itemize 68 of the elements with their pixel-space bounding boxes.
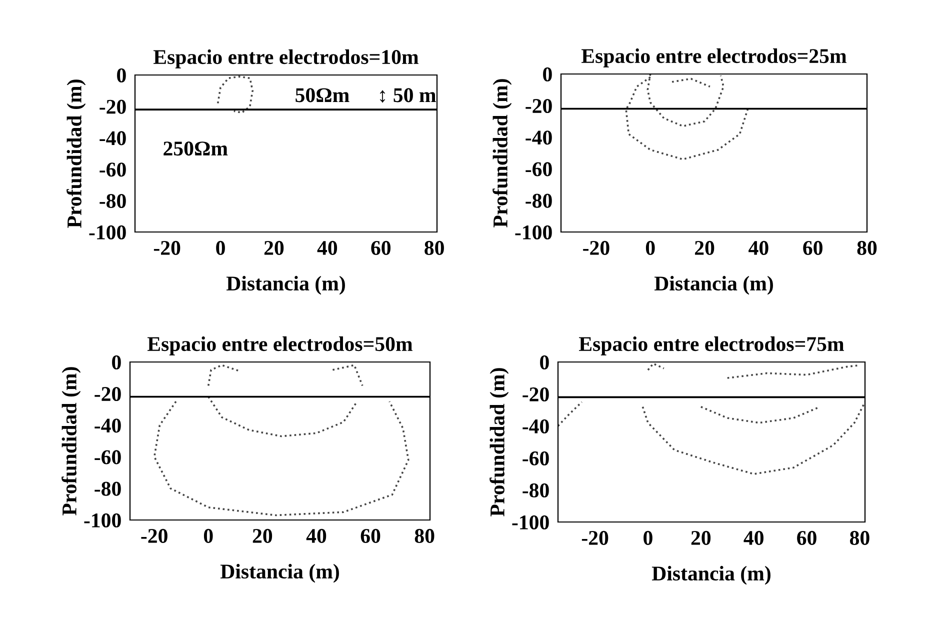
y-tick-label: -100 <box>84 513 121 528</box>
y-axis-title: Profundidad (m) <box>492 79 512 228</box>
x-axis-title: Distancia (m) <box>220 564 339 583</box>
x-tick-label: 0 <box>644 530 652 545</box>
y-tick-label: -40 <box>94 418 121 433</box>
x-tick-label: 40 <box>317 240 338 255</box>
x-tick-label: 20 <box>264 240 284 255</box>
x-tick-label: -20 <box>583 240 610 255</box>
y-axis-title: Profundidad (m) <box>62 367 81 516</box>
x-tick-label: -20 <box>141 528 168 543</box>
y-tick-label: -40 <box>522 419 549 434</box>
y-axis-title: Profundidad (m) <box>66 80 86 228</box>
x-tick-label: 0 <box>204 528 213 543</box>
x-axis-title: Distancia (m) <box>226 276 345 295</box>
y-tick-label: -80 <box>522 483 549 498</box>
y-tick-label: -100 <box>512 515 549 530</box>
y-tick-label: -60 <box>94 450 121 464</box>
x-tick-label: 80 <box>850 530 870 545</box>
annotation: 250Ωm <box>164 142 228 156</box>
y-tick-label: -80 <box>100 194 126 208</box>
y-tick-label: -40 <box>100 131 126 146</box>
x-tick-label: 80 <box>414 528 434 543</box>
x-tick-label: 20 <box>691 530 711 545</box>
line-series <box>216 76 254 114</box>
x-tick-label: 60 <box>803 240 822 255</box>
y-tick-label: -100 <box>89 225 126 240</box>
y-tick-label: 0 <box>117 68 126 82</box>
line-series <box>625 76 749 160</box>
y-tick-label: -20 <box>94 386 121 402</box>
x-tick-label: 0 <box>646 240 655 255</box>
chart-title: Espacio entre electrodos=25m <box>581 48 846 68</box>
x-tick-label: 60 <box>360 528 380 543</box>
y-tick-label: -80 <box>94 482 121 496</box>
annotation: 50Ωm <box>296 88 350 102</box>
x-tick-label: 0 <box>216 240 225 255</box>
chart-title: Espacio entre electrodos=10m <box>153 49 418 68</box>
x-axis-title: Distancia (m) <box>652 566 770 585</box>
x-tick-label: 60 <box>797 530 816 545</box>
y-tick-label: -80 <box>526 194 552 208</box>
y-tick-label: -20 <box>526 98 552 114</box>
line-series <box>207 396 358 438</box>
x-tick-label: -20 <box>582 530 608 545</box>
x-axis-title: Distancia (m) <box>654 276 773 295</box>
chart-title: Espacio entre electrodos=75m <box>578 336 844 356</box>
x-tick-label: 60 <box>371 240 390 255</box>
x-tick-label: 40 <box>306 528 326 543</box>
annotation: ↕ 50 m <box>380 88 436 103</box>
x-tick-label: 80 <box>424 240 444 255</box>
y-axis-title: Profundidad (m) <box>490 368 509 516</box>
line-series <box>153 400 410 516</box>
x-tick-label: 40 <box>744 530 764 545</box>
y-tick-label: -60 <box>522 451 549 466</box>
y-tick-label: -60 <box>100 162 126 177</box>
x-tick-label: 20 <box>694 240 714 255</box>
y-tick-label: -20 <box>100 100 126 114</box>
y-tick-label: 0 <box>540 355 549 370</box>
x-tick-label: 80 <box>857 240 877 255</box>
y-tick-label: -100 <box>515 225 552 240</box>
x-tick-label: 20 <box>252 528 272 543</box>
y-tick-label: -60 <box>526 162 552 176</box>
x-tick-label: 40 <box>748 240 768 255</box>
x-tick-label: -20 <box>154 240 180 255</box>
y-tick-label: -40 <box>526 130 552 145</box>
y-tick-label: -20 <box>522 387 549 402</box>
line-series <box>642 401 865 475</box>
y-tick-label: 0 <box>543 67 552 82</box>
chart-title: Espacio entre electrodos=50m <box>147 336 412 356</box>
y-tick-label: 0 <box>112 355 121 370</box>
